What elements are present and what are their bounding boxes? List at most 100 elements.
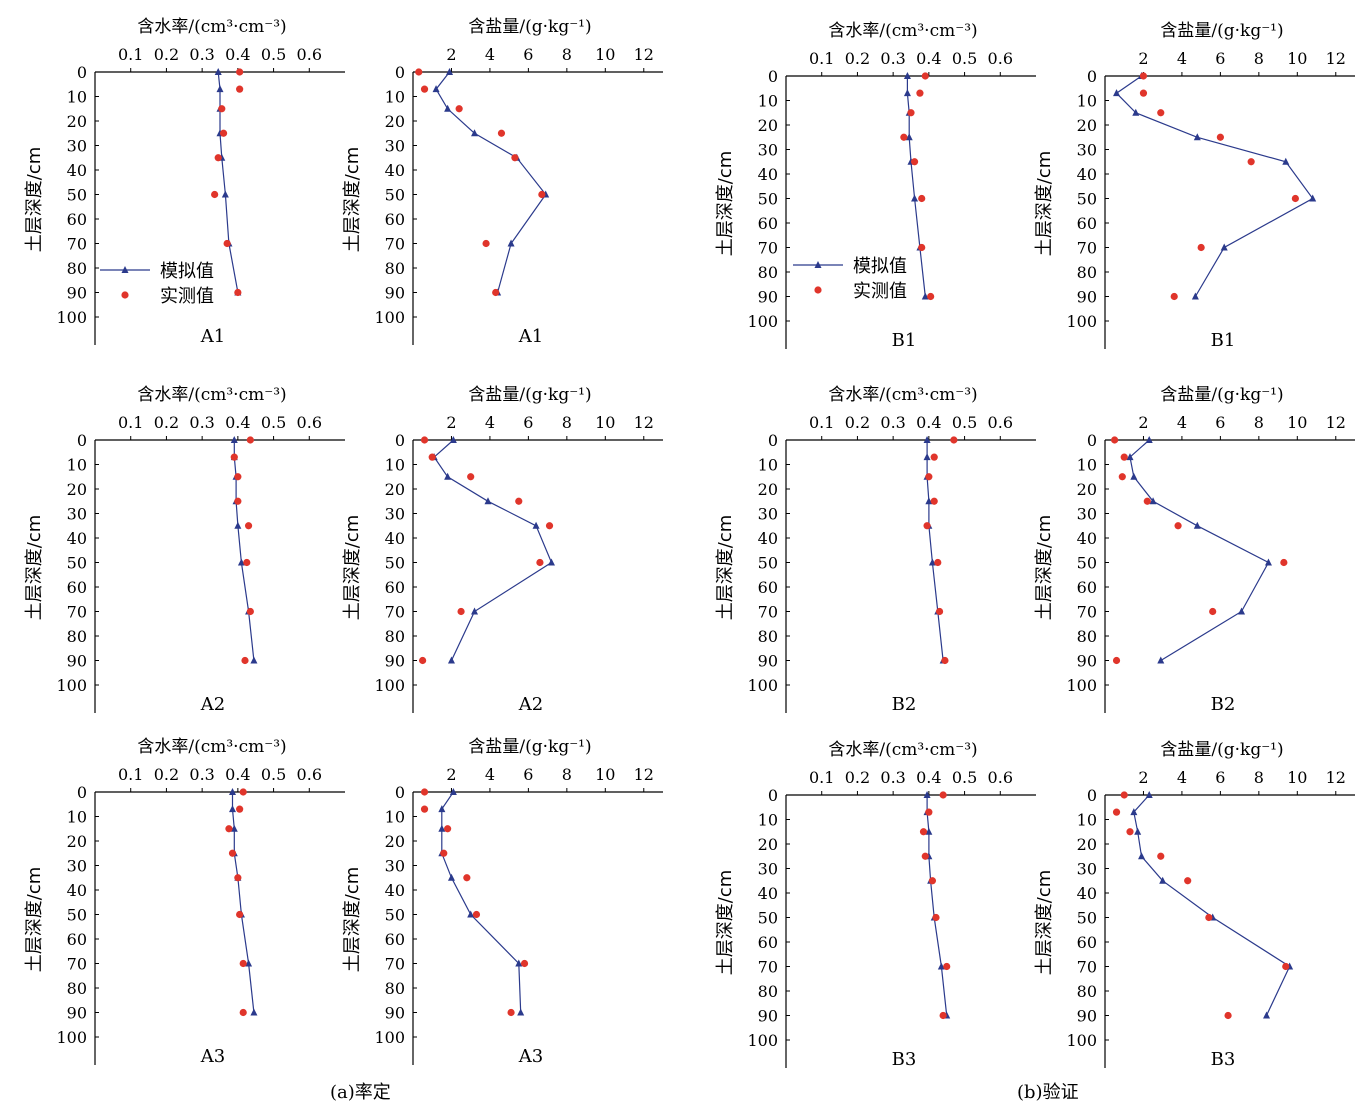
simulated-point bbox=[517, 1008, 525, 1016]
y-tick-label: 10 bbox=[1077, 456, 1097, 475]
panel-B3-water: 含水率/(cm³·cm⁻³) 0.1 0.2 0.3 0.4 0.5 0.6 0 10 20 30 4… bbox=[715, 740, 1036, 1070]
y-tick-label: 50 bbox=[385, 554, 405, 573]
simulated-point bbox=[515, 959, 523, 967]
simulated-point bbox=[903, 72, 911, 79]
x-tick-label: 0.6 bbox=[297, 413, 322, 432]
measured-point bbox=[223, 239, 231, 248]
simulated-point bbox=[250, 1008, 258, 1016]
x-tick-label: 0.1 bbox=[809, 768, 834, 787]
measured-point bbox=[1205, 913, 1213, 922]
simulated-line bbox=[233, 440, 255, 661]
x-tick-label: 8 bbox=[1254, 768, 1264, 787]
y-tick-label: 60 bbox=[67, 578, 87, 597]
measured-point bbox=[536, 558, 544, 567]
y-tick-label: 100 bbox=[56, 1028, 87, 1047]
legend-mea-label: 实测值 bbox=[853, 281, 907, 302]
simulated-point bbox=[446, 68, 454, 75]
measured-point bbox=[420, 85, 429, 93]
y-tick-label: 50 bbox=[1077, 554, 1097, 573]
x-tick-label: 0.3 bbox=[189, 413, 214, 432]
x-tick-label: 0.6 bbox=[988, 413, 1013, 432]
y-tick-label: 60 bbox=[758, 933, 778, 952]
measured-point bbox=[1111, 436, 1119, 444]
y-tick-label: 70 bbox=[385, 603, 405, 622]
y-tick-label: 0 bbox=[395, 783, 405, 802]
x-tick-label: 0.6 bbox=[988, 49, 1013, 68]
simulated-point bbox=[214, 68, 222, 75]
y-tick-label: 60 bbox=[67, 930, 87, 949]
measured-point bbox=[420, 805, 429, 813]
x-tick-label: 8 bbox=[562, 45, 572, 64]
axis-title: 含水率/(cm³·cm⁻³) bbox=[828, 740, 977, 760]
simulated-point bbox=[925, 497, 933, 505]
simulated-point bbox=[923, 453, 931, 461]
y-tick-label: 60 bbox=[1077, 214, 1097, 233]
y-tick-label: 30 bbox=[385, 857, 405, 876]
measured-point bbox=[244, 522, 253, 530]
simulated-point bbox=[921, 292, 929, 300]
panel-B1-salt: 含盐量/(g·kg⁻¹) 2 4 6 8 10 12 0 10 20 30 40 50 60 70 80 90 1… bbox=[1034, 21, 1355, 351]
y-tick-label: 50 bbox=[67, 906, 87, 925]
y-tick-label: 50 bbox=[1077, 190, 1097, 209]
y-tick-label: 20 bbox=[385, 480, 405, 499]
y-tick-label: 30 bbox=[758, 505, 778, 524]
x-tick-label: 2 bbox=[446, 765, 456, 784]
x-tick-label: 4 bbox=[485, 765, 495, 784]
x-tick-label: 0.2 bbox=[845, 768, 870, 787]
simulated-line bbox=[1133, 794, 1291, 1016]
measured-point bbox=[1112, 808, 1121, 816]
legend-mea-marker bbox=[814, 286, 822, 294]
x-tick-label: 0.4 bbox=[916, 49, 941, 68]
measured-point bbox=[1184, 877, 1192, 885]
simulated-point bbox=[925, 827, 933, 835]
y-tick-label: 80 bbox=[385, 627, 405, 646]
measured-point bbox=[930, 453, 938, 461]
site-label: B2 bbox=[1211, 694, 1236, 715]
y-axis-label: 土层深度/cm bbox=[715, 870, 736, 976]
y-tick-label: 10 bbox=[67, 456, 87, 475]
measured-point bbox=[919, 828, 928, 836]
y-tick-label: 90 bbox=[385, 1004, 405, 1023]
y-axis-label: 土层深度/cm bbox=[342, 515, 363, 621]
y-tick-label: 60 bbox=[1077, 933, 1097, 952]
y-axis-label: 土层深度/cm bbox=[1034, 151, 1055, 257]
measured-point bbox=[935, 607, 944, 616]
x-tick-label: 10 bbox=[595, 45, 615, 64]
simulated-point bbox=[221, 190, 229, 198]
y-tick-label: 70 bbox=[385, 235, 405, 254]
simulated-point bbox=[1145, 791, 1153, 798]
measured-point bbox=[492, 288, 500, 297]
y-tick-label: 90 bbox=[1077, 1007, 1097, 1026]
simulated-point bbox=[1134, 827, 1142, 835]
site-label: B2 bbox=[892, 694, 917, 715]
simulated-line bbox=[231, 792, 255, 1013]
simulated-point bbox=[438, 805, 446, 813]
measured-point bbox=[1291, 194, 1299, 203]
measured-point bbox=[236, 805, 244, 813]
y-tick-label: 80 bbox=[1077, 627, 1097, 646]
simulated-line bbox=[435, 71, 547, 293]
x-tick-label: 0.1 bbox=[809, 413, 834, 432]
measured-point bbox=[910, 158, 919, 166]
x-tick-label: 0.3 bbox=[189, 765, 214, 784]
axis-title: 含水率/(cm³·cm⁻³) bbox=[137, 17, 286, 37]
y-tick-label: 0 bbox=[1087, 431, 1097, 450]
y-tick-label: 10 bbox=[385, 808, 405, 827]
x-tick-label: 10 bbox=[1287, 49, 1307, 68]
measured-point bbox=[515, 497, 523, 505]
simulated-point bbox=[1126, 453, 1134, 461]
panel-B3-salt: 含盐量/(g·kg⁻¹) 2 4 6 8 10 12 0 10 20 30 40 50 60 70 80 90 1… bbox=[1034, 740, 1355, 1070]
simulated-point bbox=[903, 89, 911, 97]
measured-point bbox=[1139, 72, 1148, 80]
measured-point bbox=[1112, 656, 1121, 665]
simulated-point bbox=[1145, 436, 1153, 443]
y-tick-label: 70 bbox=[1077, 958, 1097, 977]
axis-title: 含盐量/(g·kg⁻¹) bbox=[1160, 21, 1283, 41]
measured-point bbox=[239, 959, 247, 968]
y-tick-label: 60 bbox=[385, 930, 405, 949]
y-tick-label: 20 bbox=[758, 835, 778, 854]
measured-point bbox=[420, 436, 429, 444]
simulated-point bbox=[447, 656, 455, 664]
x-tick-label: 0.5 bbox=[261, 765, 286, 784]
